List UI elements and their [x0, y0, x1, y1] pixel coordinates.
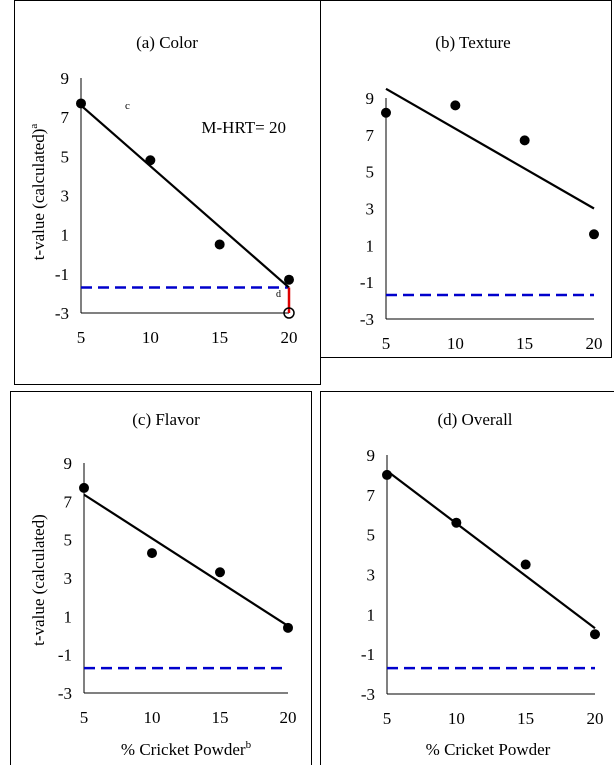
panel-b-trend-line: [385, 87, 595, 210]
panel-a-ytick-label: 9: [61, 69, 70, 88]
panel-a-intercept-marker: [283, 307, 295, 319]
panel-b-ytick-label: 9: [366, 89, 375, 108]
panel-a-data-point: [76, 98, 86, 109]
panel-a-xtick-label: 10: [142, 328, 159, 347]
panel-b-ytick-label: 5: [366, 163, 375, 182]
panel-a-xtick-label: 15: [211, 328, 228, 347]
panel-d-data-point: [451, 517, 462, 528]
panel-c-xtick-label: 15: [212, 708, 229, 727]
panel-b: (b) Texture 9 7 5 3 1 -1 -3 5 10 15 20: [360, 33, 603, 353]
panel-d-ytick-label: 7: [367, 486, 376, 505]
y-axis-label-top: t-value (calculated)a: [28, 124, 48, 261]
panel-c-data-point: [147, 548, 157, 559]
panel-a-title: (a) Color: [136, 33, 198, 52]
panel-a-data-point: [145, 155, 156, 166]
panel-b-xtick-label: 20: [586, 334, 603, 353]
panel-b-ytick-label: -1: [360, 273, 374, 292]
panel-d: (d) Overall 9 7 5 3 1 -1 -3 5 10 15 20: [361, 410, 604, 728]
panel-c-ytick-label: 1: [64, 607, 73, 626]
panel-a-data-point: [284, 274, 294, 285]
panel-a-annotation: M-HRT= 20: [201, 118, 286, 137]
panel-d-trend-line: [386, 470, 596, 630]
panel-c-ytick-label: 9: [64, 454, 73, 473]
panel-b-data-point: [589, 229, 599, 240]
panel-c-ytick-label: -3: [58, 684, 72, 703]
panel-d-ytick-label: 3: [367, 566, 376, 585]
panel-a-ytick-label: 1: [61, 226, 70, 245]
panel-b-ytick-label: -3: [360, 310, 374, 329]
panel-a-ytick-label: 7: [61, 108, 70, 127]
panel-b-frame: [320, 0, 612, 358]
panel-d-data-point: [590, 629, 600, 640]
panel-d-data-point: [520, 559, 531, 570]
panel-a-trend-line: [80, 104, 290, 289]
panel-c: (c) Flavor 9 7 5 3 1 -1 -3 5 10 15 20: [58, 410, 297, 727]
panel-a-ytick-label: 3: [61, 187, 70, 206]
panel-d-xtick-label: 15: [517, 709, 534, 728]
panel-d-xtick-label: 20: [587, 709, 604, 728]
panel-a-ytick-label: 5: [61, 147, 70, 166]
panel-c-ytick-label: 7: [64, 492, 73, 511]
panel-d-xtick-label: 5: [383, 709, 392, 728]
panel-d-data-point: [382, 469, 392, 480]
panel-b-data-point: [450, 100, 461, 111]
panel-a-ytick-label: -3: [55, 304, 69, 323]
panel-a: (a) Color 9 7 5 3 1 -1 -3 5 10 15 20 M-HRT= 20 c d: [55, 33, 298, 347]
panel-b-title: (b) Texture: [435, 33, 510, 52]
panel-c-trend-line: [83, 493, 289, 627]
x-axis-label-right: % Cricket Powder: [426, 740, 551, 759]
panel-d-xtick-label: 10: [448, 709, 465, 728]
panel-b-ytick-label: 7: [366, 126, 375, 145]
panel-b-ytick-label: 1: [366, 236, 375, 255]
panel-c-ytick-label: 3: [64, 569, 73, 588]
panel-a-ytick-label: -1: [55, 265, 69, 284]
panel-a-data-point: [214, 239, 225, 250]
panel-a-marker-d: d: [276, 289, 281, 300]
panel-b-xtick-label: 5: [382, 334, 391, 353]
panel-b-ytick-label: 3: [366, 200, 375, 219]
panel-b-data-point: [381, 107, 391, 118]
panel-d-title: (d) Overall: [437, 410, 512, 429]
panel-c-ytick-label: 5: [64, 531, 73, 550]
panel-a-xtick-label: 20: [281, 328, 298, 347]
panel-c-data-point: [283, 622, 293, 633]
panel-c-xtick-label: 5: [80, 708, 89, 727]
panel-b-data-point: [519, 135, 530, 146]
panel-a-marker-c: c: [125, 100, 130, 112]
panel-c-data-point: [215, 567, 225, 578]
x-axis-label-left: % Cricket Powderb: [121, 739, 252, 759]
panel-a-xtick-label: 5: [77, 328, 86, 347]
panel-d-ytick-label: -1: [361, 645, 375, 664]
y-axis-label-bottom: t-value (calculated): [29, 514, 48, 646]
panel-c-data-point: [79, 482, 89, 493]
panel-d-ytick-label: 9: [367, 446, 376, 465]
panel-b-xtick-label: 15: [516, 334, 533, 353]
panel-c-xtick-label: 20: [280, 708, 297, 727]
panel-c-title: (c) Flavor: [132, 410, 200, 429]
panel-d-ytick-label: 1: [367, 605, 376, 624]
panel-d-ytick-label: -3: [361, 685, 375, 704]
panel-b-xtick-label: 10: [447, 334, 464, 353]
panel-c-xtick-label: 10: [144, 708, 161, 727]
panel-c-ytick-label: -1: [58, 646, 72, 665]
panel-d-ytick-label: 5: [367, 526, 376, 545]
